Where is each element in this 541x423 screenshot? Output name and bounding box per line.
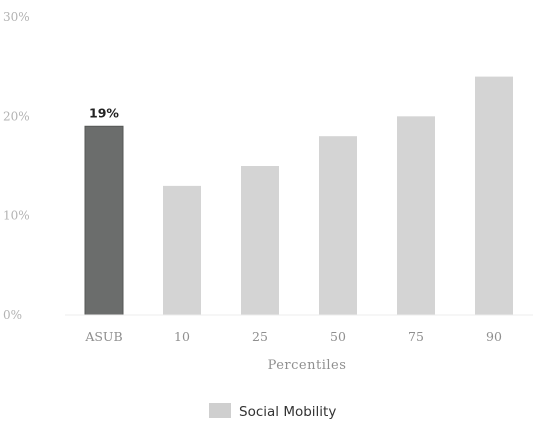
x-tick-label: ASUB — [84, 329, 122, 344]
x-tick-label: 50 — [330, 329, 346, 344]
y-tick-label: 10% — [3, 209, 30, 223]
y-tick-label: 30% — [3, 10, 30, 24]
x-tick-label: 90 — [486, 329, 502, 344]
legend: Social Mobility — [209, 403, 336, 420]
bars — [84, 76, 513, 316]
legend-swatch — [209, 403, 231, 418]
y-axis-ticks: 0% 10% 20% 30% — [3, 10, 30, 322]
legend-label: Social Mobility — [239, 404, 336, 420]
data-labels: 19% — [89, 105, 119, 120]
data-label: 19% — [89, 105, 119, 120]
bar-25 — [241, 166, 279, 315]
bar-75 — [397, 116, 435, 315]
y-tick-label: 0% — [3, 308, 22, 322]
bar-asub — [84, 125, 124, 316]
bar-50 — [319, 136, 357, 315]
y-tick-label: 20% — [3, 109, 30, 123]
x-tick-label: 10 — [174, 329, 190, 344]
x-tick-label: 75 — [408, 329, 424, 344]
bar-90 — [475, 76, 513, 315]
bar-10 — [163, 185, 201, 315]
x-axis-title: Percentiles — [268, 358, 347, 373]
x-axis-ticks: ASUB 10 25 50 75 90 — [84, 329, 502, 344]
x-tick-label: 25 — [252, 329, 268, 344]
